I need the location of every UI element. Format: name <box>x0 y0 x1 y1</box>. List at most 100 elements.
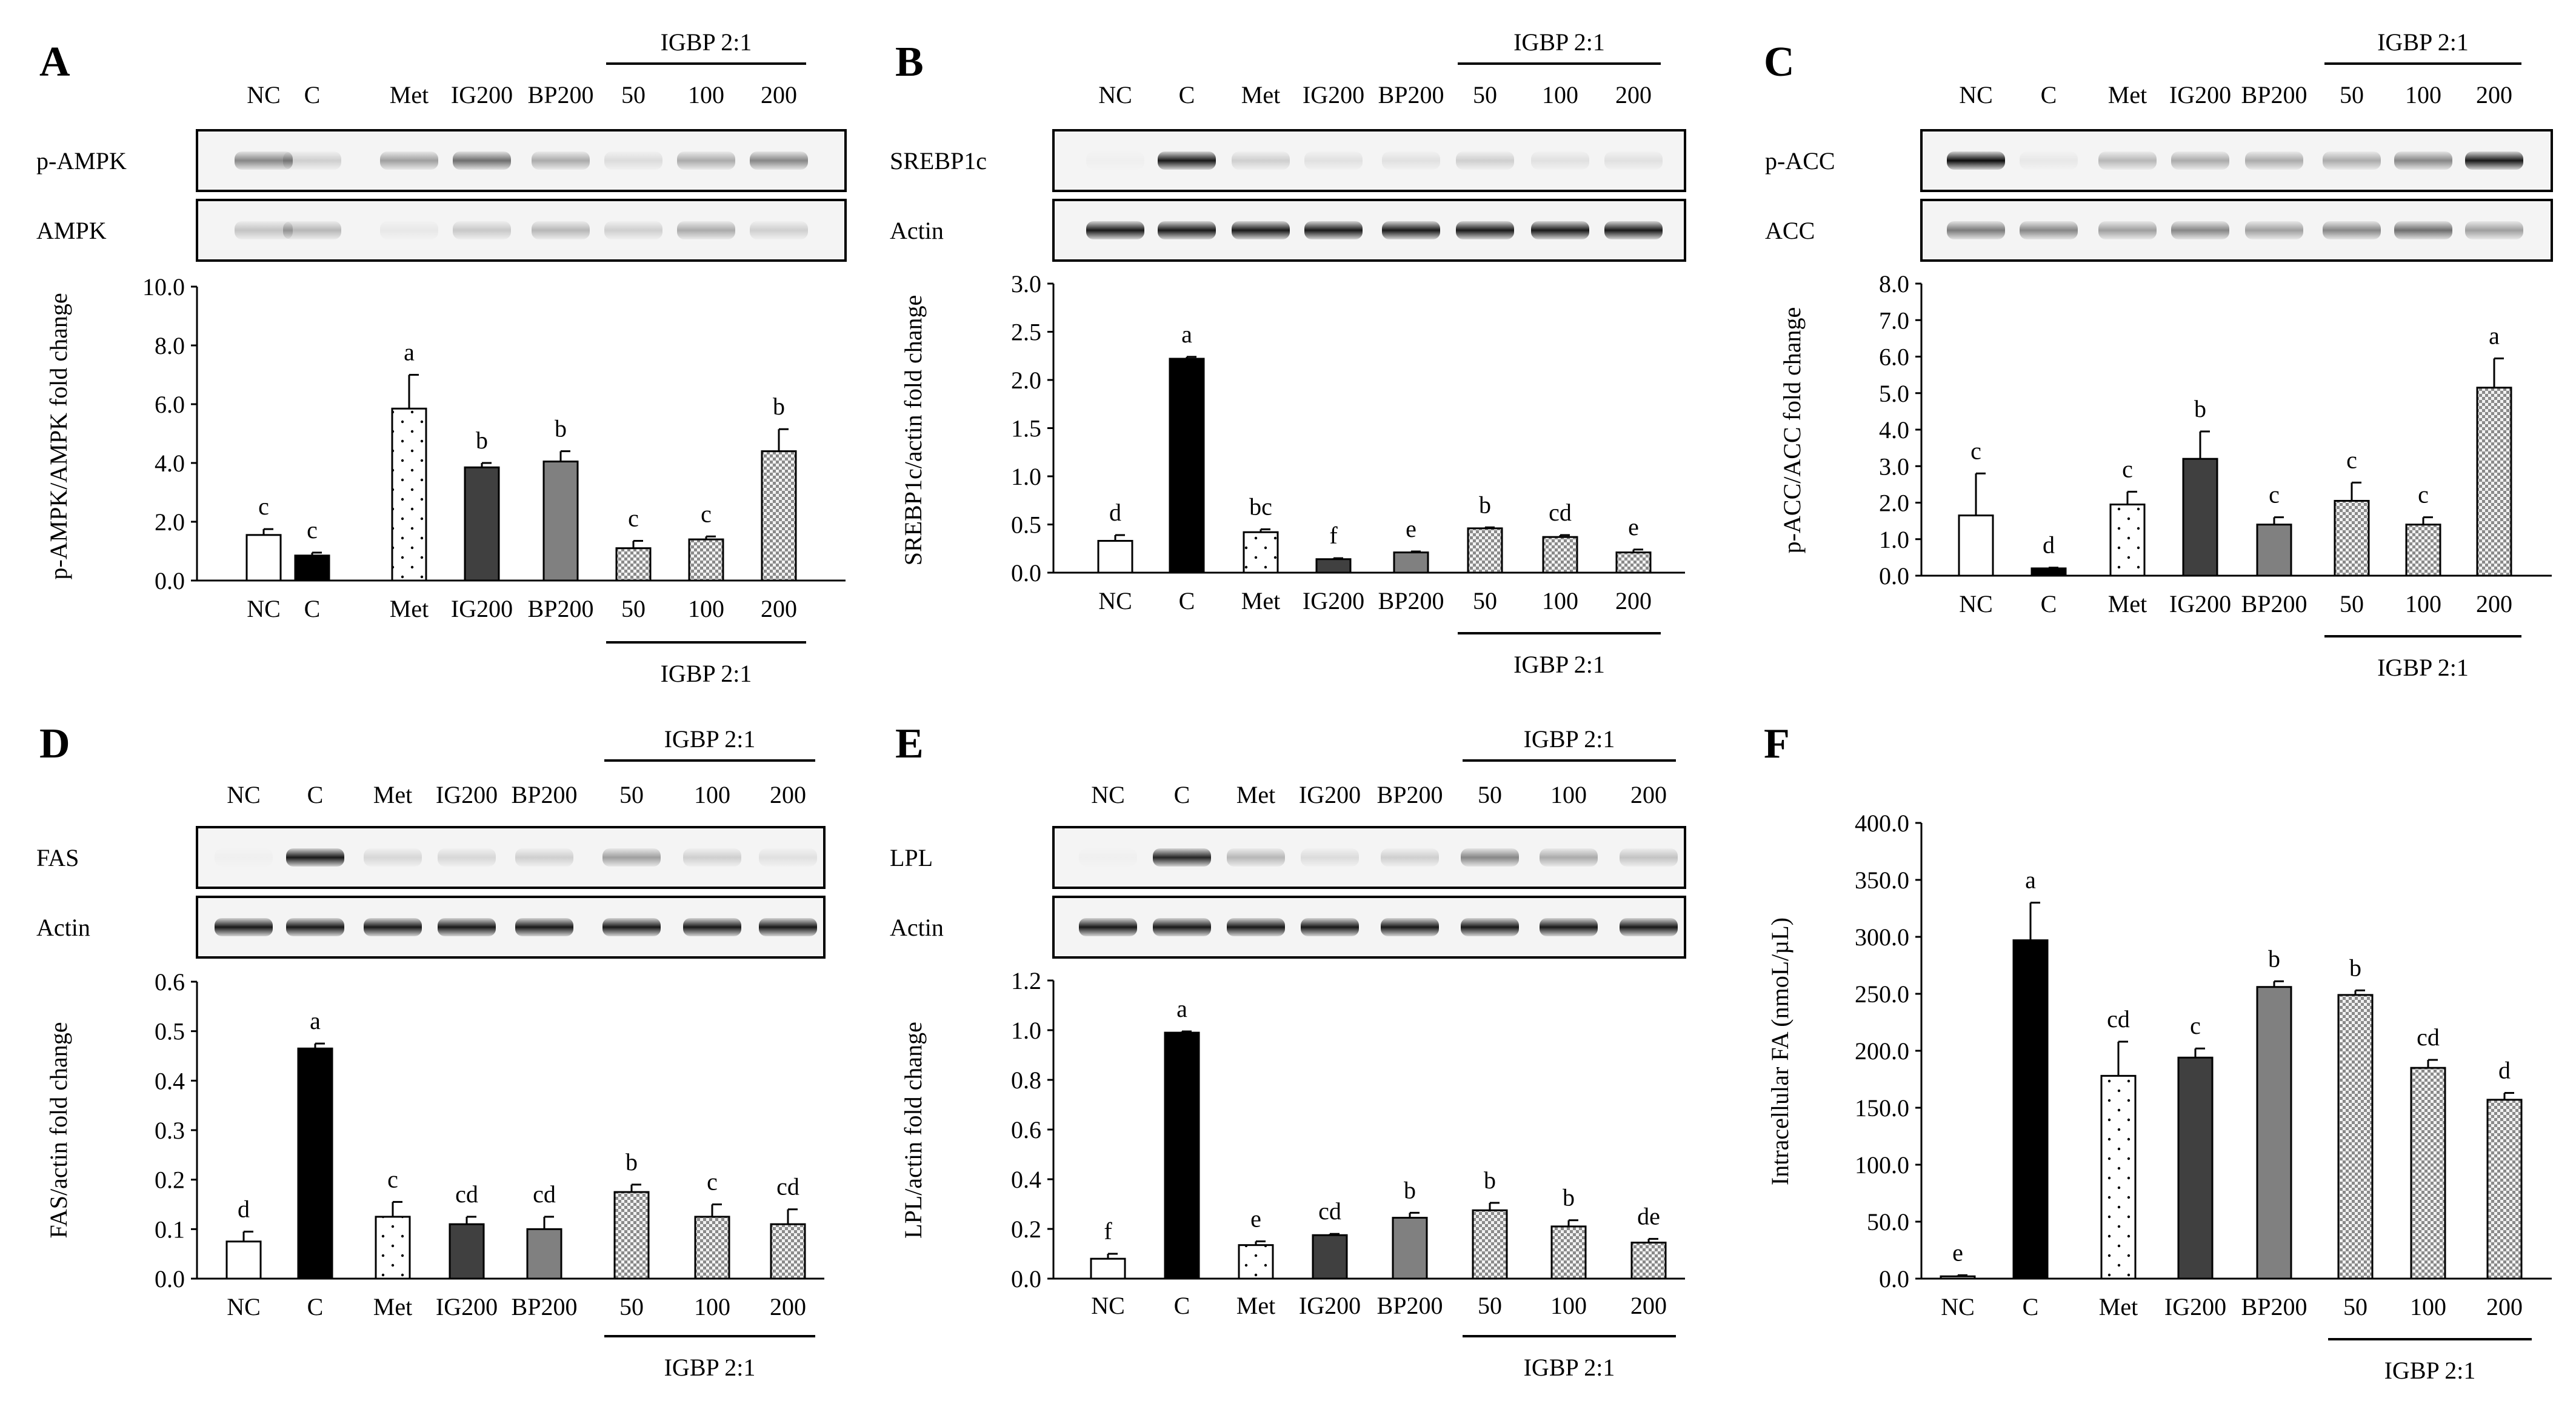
blot-lane-label: 100 <box>1550 781 1587 808</box>
blot-band <box>1381 848 1439 867</box>
panel-e: E NC C Met IG200 BP200 50 100 200 IGBP 2:1 LPL Acti… <box>890 721 1686 1381</box>
blot-band <box>438 848 496 867</box>
blot-lane-label: NC <box>1959 81 1993 108</box>
blot-band <box>1531 151 1589 170</box>
significance-letter: b <box>2194 395 2206 422</box>
y-tick-label: 0.2 <box>1011 1216 1041 1243</box>
blot-row-label: Actin <box>36 914 90 941</box>
blot-strip <box>196 199 847 262</box>
blot-band <box>602 918 661 936</box>
group-label-bottom: IGBP 2:1 <box>1524 1354 1615 1381</box>
significance-letter: cd <box>776 1173 799 1200</box>
bar-ig200 <box>449 1223 485 1280</box>
group-label-top: IGBP 2:1 <box>1513 28 1605 56</box>
bar-bp200 <box>2256 986 2292 1280</box>
blot-band <box>215 918 273 936</box>
group-label-bottom: IGBP 2:1 <box>661 660 752 687</box>
bar-50 <box>2337 994 2374 1280</box>
blot-band <box>1304 151 1363 170</box>
blot-lane-label: BP200 <box>528 81 594 108</box>
blot-lane-label: C <box>307 781 324 808</box>
blot-band <box>515 918 573 936</box>
y-tick-label: 1.0 <box>1011 463 1041 490</box>
blot-lane-label: 50 <box>1478 781 1502 808</box>
x-tick-label: 100 <box>694 1293 730 1320</box>
blot-band <box>1456 151 1514 170</box>
blot-band <box>2394 151 2452 170</box>
bar-bp200 <box>1392 1217 1428 1280</box>
blot-band <box>1158 151 1216 170</box>
y-tick-label: 100.0 <box>1855 1151 1909 1179</box>
x-tick-label: Met <box>2099 1293 2138 1320</box>
panel-d: D NC C Met IG200 BP200 50 100 200 IGBP 2:1 FAS Acti… <box>36 721 826 1381</box>
y-tick-label: 0.4 <box>155 1067 185 1094</box>
blot-lane-label: 100 <box>694 781 730 808</box>
blot-band <box>750 221 808 239</box>
x-tick-label: 50 <box>1473 587 1497 614</box>
x-tick-label: 200 <box>2486 1293 2523 1320</box>
blot-lane-label: BP200 <box>512 781 578 808</box>
group-label-bottom: IGBP 2:1 <box>664 1354 756 1381</box>
x-tick-label: C <box>2041 590 2057 617</box>
panel-letter: E <box>895 721 924 767</box>
significance-letter: c <box>1970 437 1981 464</box>
blot-band <box>1227 848 1285 867</box>
blot-band <box>1153 848 1211 867</box>
y-tick-label: 2.5 <box>1011 319 1041 346</box>
bar-met <box>391 407 427 582</box>
y-axis-label: LPL/actin fold change <box>899 1022 927 1239</box>
blot-band <box>683 918 741 936</box>
blot-band <box>364 848 422 867</box>
significance-letter: f <box>1104 1217 1112 1245</box>
x-tick-label: 200 <box>2476 590 2512 617</box>
blot-band <box>2394 221 2452 239</box>
blot-band <box>453 221 511 239</box>
panel-letter: C <box>1764 39 1795 85</box>
bar-nc <box>1097 540 1133 574</box>
significance-letter: c <box>701 500 712 527</box>
x-tick-label: 50 <box>619 1293 644 1320</box>
bar-200 <box>2476 387 2512 577</box>
x-tick-label: 50 <box>621 595 646 622</box>
y-axis-label: Intracellular FA (nmoL/µL) <box>1766 917 1794 1185</box>
blot-band <box>532 151 590 170</box>
blot-band <box>1531 221 1589 239</box>
significance-letter: a <box>404 339 415 366</box>
x-tick-label: IG200 <box>1303 587 1364 614</box>
blot-band <box>2020 221 2078 239</box>
significance-letter: cd <box>533 1180 556 1208</box>
significance-letter: c <box>628 505 639 532</box>
blot-band <box>286 918 344 936</box>
blot-band <box>453 151 511 170</box>
significance-letter: b <box>555 415 567 442</box>
x-tick-label: NC <box>227 1293 261 1320</box>
blot-band <box>1086 151 1144 170</box>
group-label-top: IGBP 2:1 <box>661 28 752 56</box>
blot-lane-label: 100 <box>1542 81 1578 108</box>
x-tick-label: 100 <box>2410 1293 2446 1320</box>
bar-ig200 <box>464 466 500 582</box>
blot-band <box>1079 918 1137 936</box>
blot-row-label: p-ACC <box>1765 147 1835 175</box>
significance-letter: cd <box>2107 1005 2130 1033</box>
blot-band <box>1456 221 1514 239</box>
blot-band <box>1382 221 1440 239</box>
bar-100 <box>1542 536 1578 574</box>
significance-letter: cd <box>1549 499 1572 526</box>
bar-ig200 <box>1312 1234 1348 1280</box>
y-tick-label: 300.0 <box>1855 924 1909 951</box>
bar-50 <box>613 1191 650 1280</box>
blot-band <box>215 848 273 867</box>
y-tick-label: 0.3 <box>155 1117 185 1144</box>
bar-200 <box>1630 1242 1667 1280</box>
y-tick-label: 1.2 <box>1011 967 1041 994</box>
bar-c <box>1169 358 1205 574</box>
y-tick-label: 3.0 <box>1011 270 1041 298</box>
blot-band <box>2098 151 2157 170</box>
group-label-bottom: IGBP 2:1 <box>2384 1357 2476 1384</box>
blot-band <box>2020 151 2078 170</box>
x-tick-label: 200 <box>770 1293 806 1320</box>
bar-met <box>2109 504 2146 577</box>
y-tick-label: 250.0 <box>1855 980 1909 1008</box>
x-tick-label: Met <box>1241 587 1280 614</box>
